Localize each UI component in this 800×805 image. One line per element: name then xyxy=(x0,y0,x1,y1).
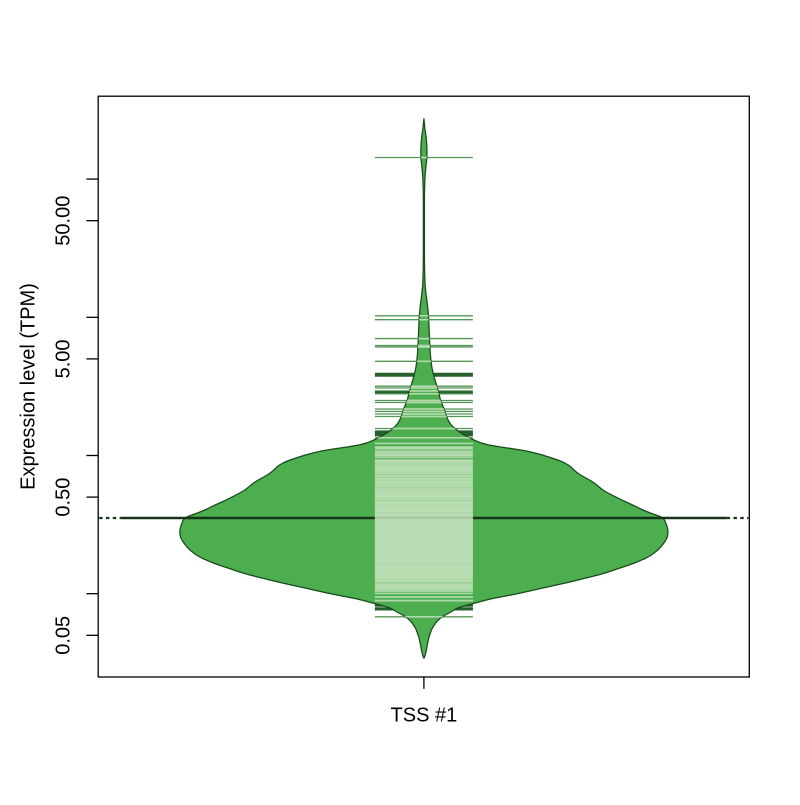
y-tick-label: 50.00 xyxy=(53,196,75,246)
y-tick-label: 5.00 xyxy=(53,339,75,378)
x-axis-label: TSS #1 xyxy=(391,705,458,727)
axes-layer: 0.05 0.50 5.00 50.00 xyxy=(53,95,750,689)
y-tick-label: 0.05 xyxy=(53,616,75,655)
y-axis-title: Expression level (TPM) xyxy=(18,283,40,490)
y-tick-label: 0.50 xyxy=(53,478,75,517)
